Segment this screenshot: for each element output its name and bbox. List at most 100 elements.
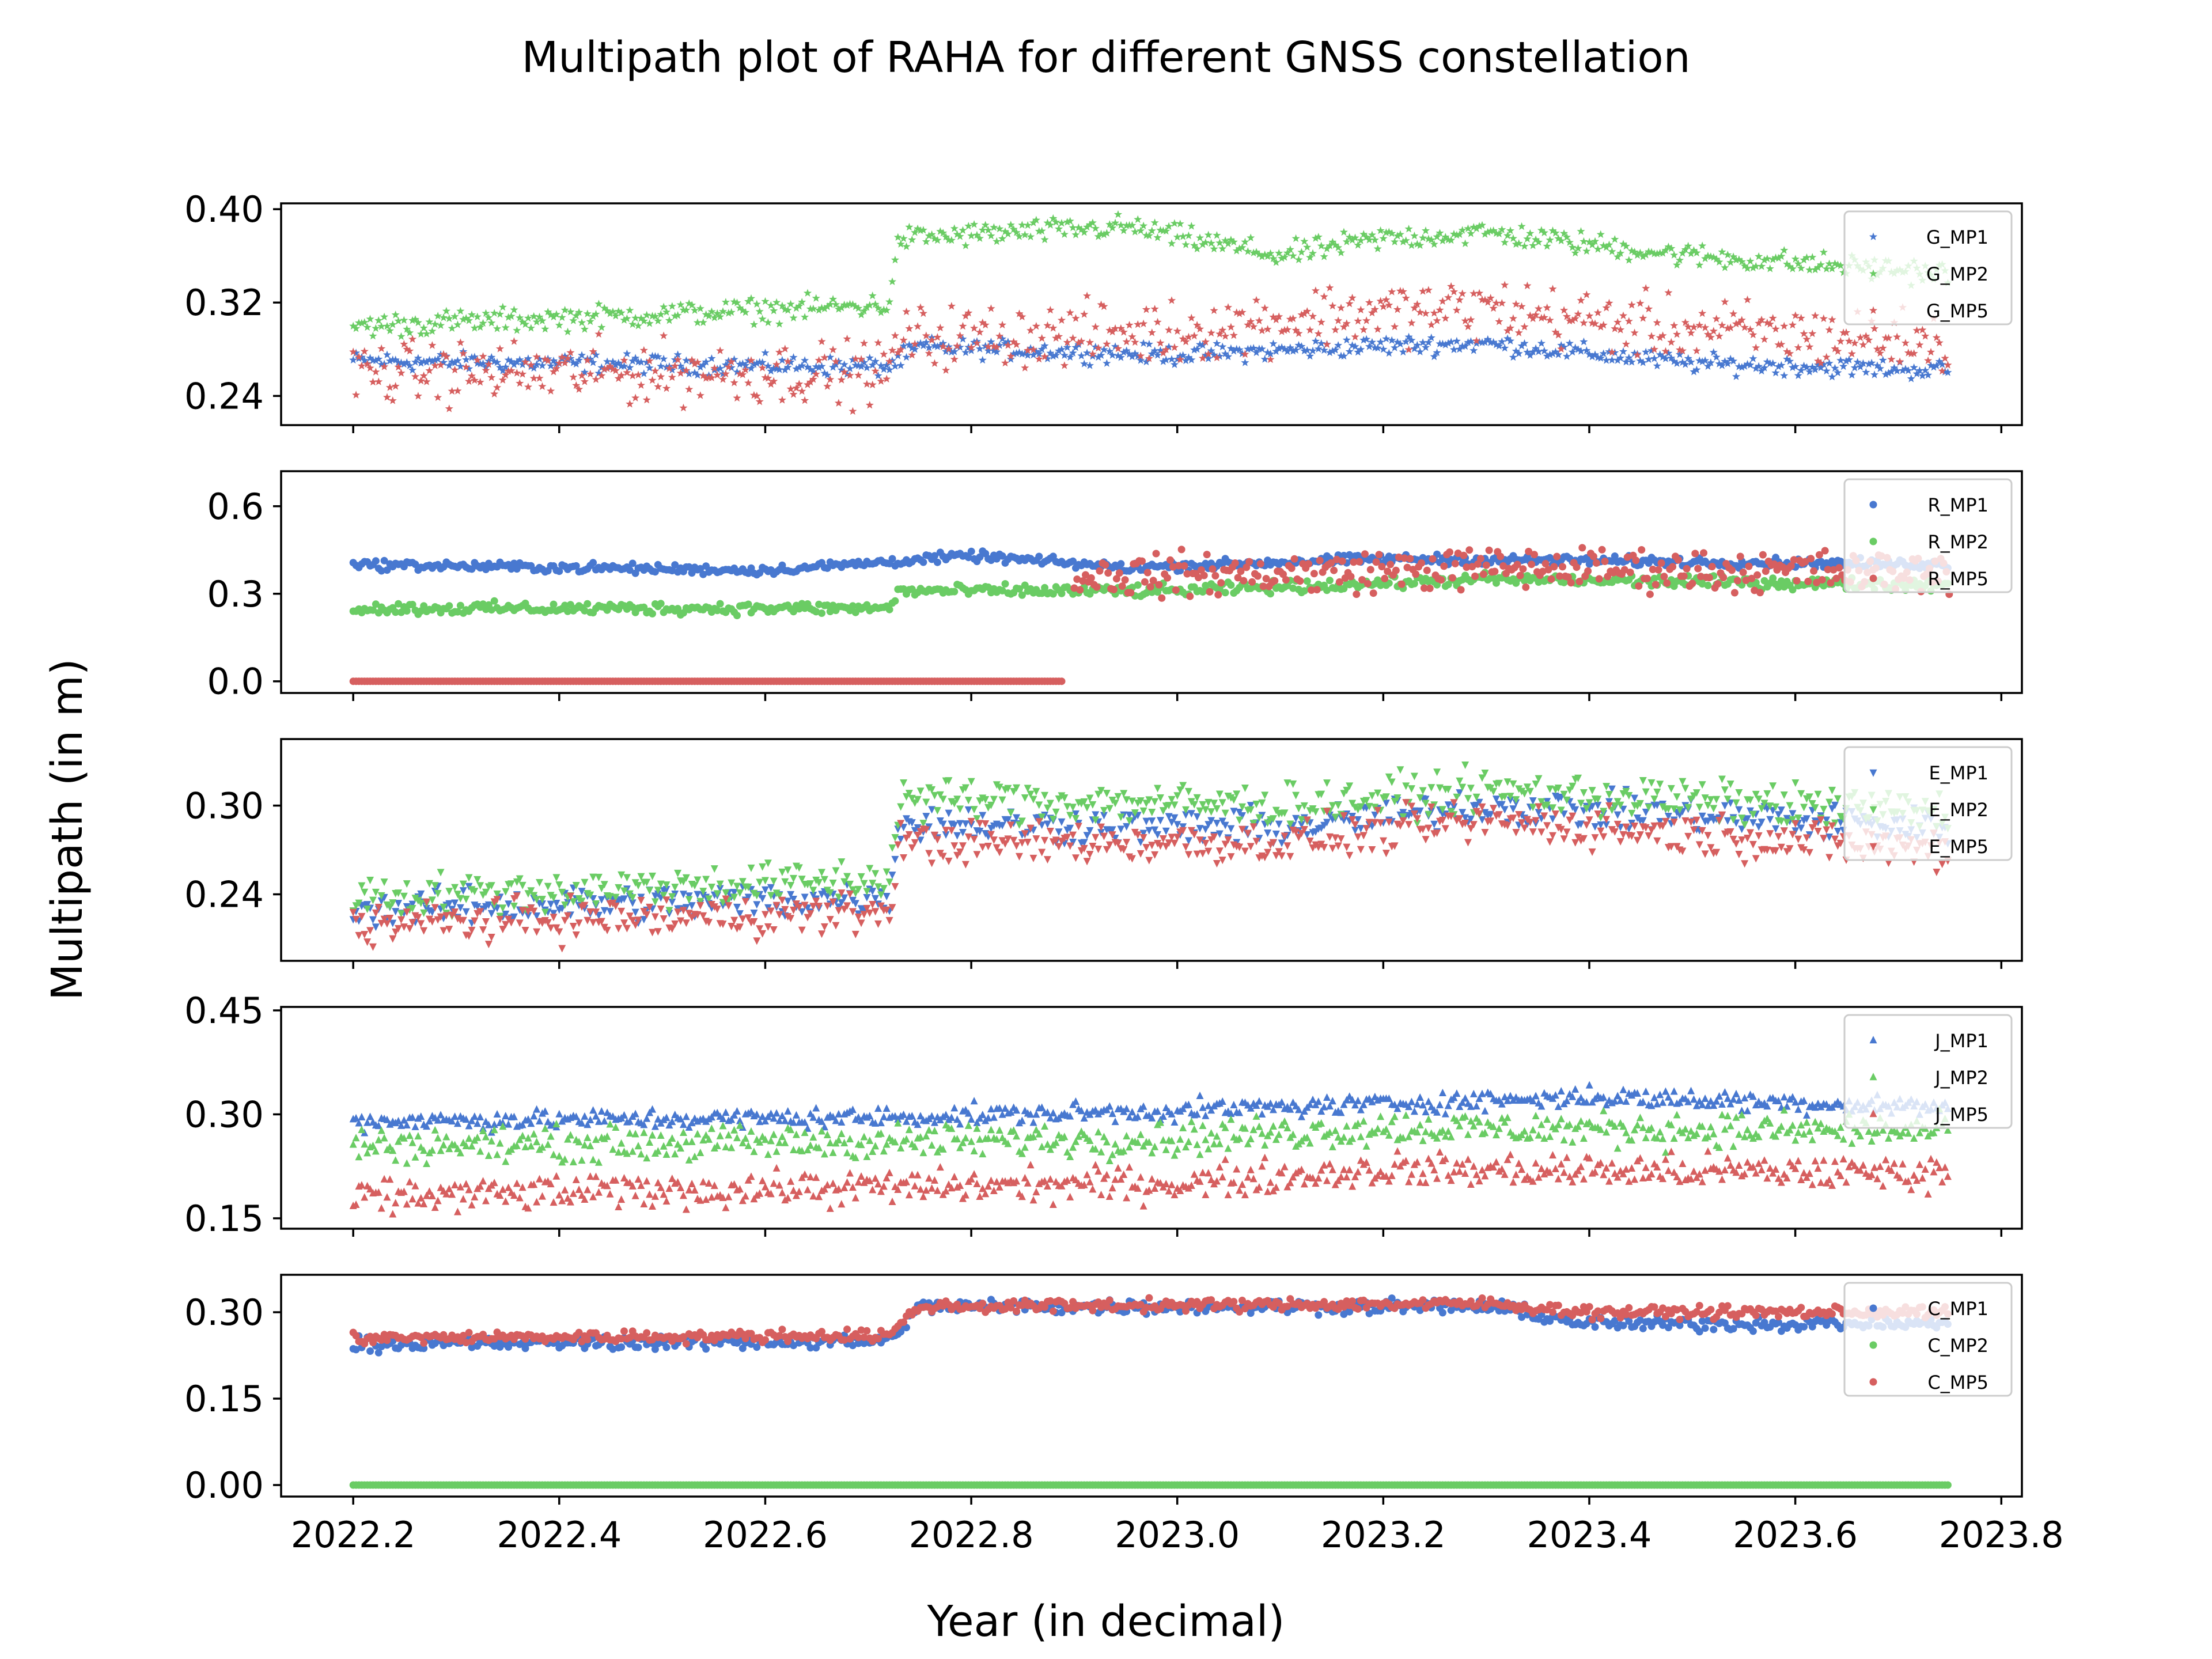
data-point bbox=[1323, 244, 1331, 252]
data-point bbox=[1376, 226, 1385, 234]
data-point bbox=[1467, 337, 1475, 345]
data-point bbox=[623, 885, 631, 893]
data-point bbox=[1404, 332, 1413, 341]
data-point bbox=[1652, 581, 1660, 589]
data-point bbox=[1181, 356, 1190, 365]
data-point bbox=[1667, 338, 1676, 346]
data-point bbox=[521, 320, 530, 328]
data-point bbox=[1207, 328, 1215, 337]
data-point bbox=[408, 601, 416, 608]
data-point bbox=[1793, 577, 1801, 585]
data-point bbox=[490, 309, 499, 317]
data-point bbox=[1737, 363, 1746, 371]
data-point bbox=[1125, 321, 1134, 329]
data-point bbox=[1444, 293, 1453, 301]
data-point bbox=[626, 400, 634, 408]
data-point bbox=[1929, 363, 1938, 371]
data-point bbox=[1598, 546, 1606, 554]
data-point bbox=[995, 224, 1004, 233]
data-point bbox=[1203, 551, 1211, 559]
data-point bbox=[925, 232, 933, 240]
data-point bbox=[1195, 324, 1205, 333]
data-point bbox=[1584, 567, 1592, 575]
data-point bbox=[479, 359, 487, 368]
data-point bbox=[1944, 368, 1952, 376]
data-point bbox=[837, 376, 846, 384]
data-point bbox=[682, 305, 691, 314]
data-point bbox=[1167, 296, 1176, 304]
data-point bbox=[710, 363, 719, 372]
data-point bbox=[1562, 352, 1571, 360]
data-point bbox=[1746, 325, 1755, 334]
data-point bbox=[1224, 352, 1233, 361]
data-point bbox=[1385, 301, 1393, 309]
data-point bbox=[859, 358, 869, 366]
data-point bbox=[1932, 361, 1941, 369]
data-point bbox=[1649, 566, 1657, 573]
data-point bbox=[786, 300, 795, 308]
data-point bbox=[374, 609, 382, 617]
data-point bbox=[550, 600, 558, 608]
data-point bbox=[1016, 585, 1023, 593]
data-point bbox=[1546, 316, 1554, 324]
data-point bbox=[631, 908, 639, 916]
data-point bbox=[1215, 329, 1224, 338]
data-point bbox=[1482, 561, 1490, 569]
data-point bbox=[1658, 331, 1667, 339]
data-point bbox=[479, 319, 487, 327]
legend-label: G_MP2 bbox=[1926, 263, 1988, 285]
data-point bbox=[1402, 337, 1410, 346]
data-point bbox=[628, 899, 637, 907]
data-point bbox=[1347, 573, 1355, 581]
data-point bbox=[1730, 589, 1738, 597]
data-point bbox=[1404, 345, 1413, 354]
data-point bbox=[916, 836, 925, 844]
data-point bbox=[631, 354, 640, 362]
data-point bbox=[1910, 349, 1918, 357]
data-point bbox=[1701, 323, 1710, 331]
data-point bbox=[676, 369, 685, 377]
data-point bbox=[1912, 326, 1921, 334]
data-point bbox=[690, 306, 699, 314]
data-point bbox=[366, 315, 374, 323]
data-point bbox=[1602, 243, 1611, 251]
data-point bbox=[1789, 586, 1797, 594]
data-point bbox=[1551, 328, 1560, 336]
data-point bbox=[1718, 361, 1726, 369]
data-point bbox=[1125, 350, 1134, 358]
data-point bbox=[1751, 586, 1759, 594]
data-point bbox=[516, 355, 524, 363]
data-point bbox=[1170, 343, 1179, 351]
data-point bbox=[1695, 321, 1704, 329]
data-point bbox=[660, 354, 668, 363]
data-point bbox=[1856, 362, 1865, 370]
data-point bbox=[1783, 347, 1791, 355]
data-point bbox=[403, 325, 411, 333]
data-point bbox=[1700, 549, 1707, 557]
data-point bbox=[978, 318, 987, 327]
data-point bbox=[1049, 352, 1058, 360]
data-point bbox=[1514, 239, 1523, 247]
data-point bbox=[801, 313, 809, 321]
data-point bbox=[1590, 319, 1600, 328]
data-point bbox=[781, 344, 789, 353]
data-point bbox=[826, 353, 835, 361]
data-point bbox=[1407, 241, 1416, 249]
data-point bbox=[1137, 356, 1145, 364]
data-point bbox=[1139, 339, 1148, 347]
data-point bbox=[1783, 355, 1791, 363]
data-point bbox=[1497, 552, 1505, 560]
legend-box bbox=[1843, 210, 2013, 325]
data-point bbox=[840, 368, 849, 376]
data-point bbox=[662, 308, 671, 316]
data-point bbox=[1915, 366, 1924, 374]
data-point bbox=[1523, 281, 1532, 290]
data-point bbox=[1712, 353, 1721, 361]
data-point bbox=[1029, 218, 1038, 226]
data-point bbox=[916, 339, 925, 347]
data-point bbox=[1678, 346, 1687, 355]
data-point bbox=[1164, 574, 1172, 582]
data-point bbox=[1073, 575, 1081, 583]
data-point bbox=[1763, 319, 1771, 327]
data-point bbox=[1893, 366, 1902, 374]
